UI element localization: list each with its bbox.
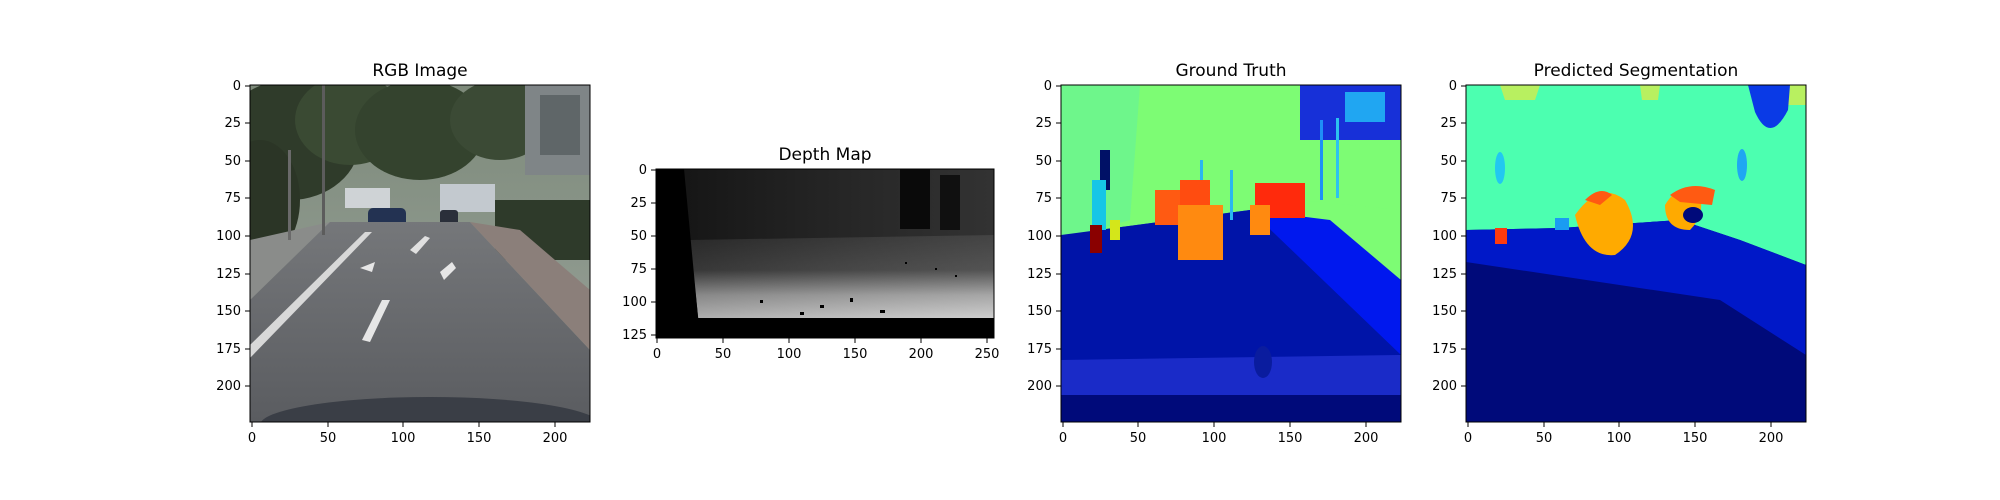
y-axis: 0 25 50 75 100 125	[622, 163, 656, 343]
y-tick-label: 75	[224, 191, 241, 206]
x-tick-label: 0	[248, 431, 256, 446]
y-tick-label: 0	[233, 79, 241, 94]
y-tick-label: 125	[622, 328, 647, 343]
x-tick-label: 100	[1607, 431, 1632, 446]
y-tick-label: 150	[1027, 304, 1052, 319]
y-tick-label: 25	[1440, 116, 1457, 131]
panel-title: RGB Image	[372, 61, 467, 81]
x-tick-label: 50	[320, 431, 337, 446]
y-tick-label: 125	[1432, 267, 1457, 282]
x-tick-label: 50	[1536, 431, 1553, 446]
x-tick-label: 150	[467, 431, 492, 446]
y-tick-label: 175	[1027, 342, 1052, 357]
y-tick-label: 50	[1440, 154, 1457, 169]
y-tick-label: 125	[1027, 267, 1052, 282]
y-tick-label: 0	[1044, 79, 1052, 94]
y-tick-label: 0	[639, 163, 647, 178]
y-tick-label: 75	[1035, 191, 1052, 206]
y-tick-label: 200	[1027, 379, 1052, 394]
y-tick-label: 75	[1440, 191, 1457, 206]
y-tick-label: 200	[216, 379, 241, 394]
y-tick-label: 175	[1432, 342, 1457, 357]
x-axis: 0 50 100 150 200	[1464, 422, 1784, 446]
y-axis: 0 25 50 75 100 125 150 175 200	[216, 79, 250, 394]
y-tick-label: 25	[630, 196, 647, 211]
y-tick-label: 100	[216, 229, 241, 244]
y-tick-label: 75	[630, 262, 647, 277]
y-tick-label: 50	[224, 154, 241, 169]
x-tick-label: 200	[1354, 431, 1379, 446]
y-axis: 0 25 50 75 100 125 150 175 200	[1432, 79, 1466, 394]
y-tick-label: 50	[630, 229, 647, 244]
panel-title: Ground Truth	[1175, 61, 1286, 81]
y-tick-label: 125	[216, 267, 241, 282]
panel-predicted-segmentation: Predicted Segmentation 0	[1432, 61, 1807, 446]
panel-ground-truth: Ground Truth	[1027, 61, 1402, 446]
y-tick-label: 0	[1449, 79, 1457, 94]
x-tick-label: 150	[843, 347, 868, 362]
x-tick-label: 200	[1759, 431, 1784, 446]
y-tick-label: 50	[1035, 154, 1052, 169]
x-tick-label: 50	[715, 347, 732, 362]
x-tick-label: 150	[1278, 431, 1303, 446]
y-tick-label: 150	[216, 304, 241, 319]
panel-title: Predicted Segmentation	[1534, 61, 1739, 81]
y-tick-label: 100	[622, 295, 647, 310]
x-tick-label: 0	[653, 347, 661, 362]
panel-rgb-image: RGB Image	[216, 61, 591, 446]
y-tick-label: 150	[1432, 304, 1457, 319]
y-tick-label: 175	[216, 342, 241, 357]
x-axis: 0 50 100 150 200	[1059, 422, 1379, 446]
y-tick-label: 200	[1432, 379, 1457, 394]
y-axis: 0 25 50 75 100 125 150 175 200	[1027, 79, 1061, 394]
x-tick-label: 200	[543, 431, 568, 446]
rgb-image	[250, 85, 590, 422]
x-tick-label: 0	[1059, 431, 1067, 446]
x-tick-label: 100	[391, 431, 416, 446]
x-tick-label: 0	[1464, 431, 1472, 446]
x-tick-label: 200	[909, 347, 934, 362]
predicted-segmentation	[1466, 85, 1806, 422]
panel-depth-map: Depth Map	[622, 145, 999, 362]
x-tick-label: 100	[1202, 431, 1227, 446]
y-tick-label: 100	[1432, 229, 1457, 244]
y-tick-label: 25	[1035, 116, 1052, 131]
depth-image	[656, 169, 994, 338]
panel-title: Depth Map	[778, 145, 871, 165]
x-tick-label: 50	[1130, 431, 1147, 446]
x-axis: 0 50 100 150 200 250	[653, 338, 1000, 362]
x-tick-label: 100	[777, 347, 802, 362]
x-axis: 0 50 100 150 200	[248, 422, 568, 446]
y-tick-label: 25	[224, 116, 241, 131]
y-tick-label: 100	[1027, 229, 1052, 244]
ground-truth-segmentation	[1061, 85, 1401, 422]
x-tick-label: 150	[1683, 431, 1708, 446]
x-tick-label: 250	[975, 347, 1000, 362]
